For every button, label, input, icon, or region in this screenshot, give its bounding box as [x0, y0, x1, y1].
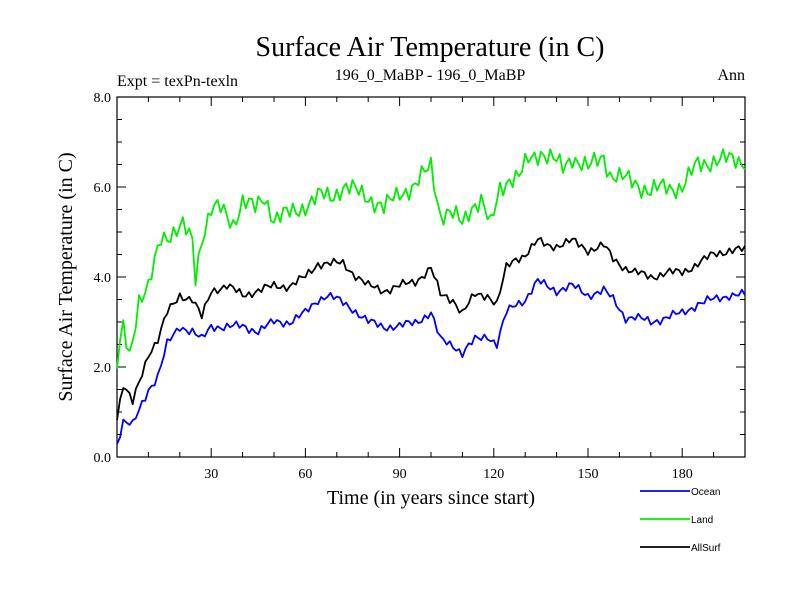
x-tick-label: 60 — [298, 467, 312, 482]
legend: Ocean Land AllSurf — [640, 487, 721, 554]
experiment-label: Expt = texPn-texln — [117, 73, 238, 90]
y-tick-label: 2.0 — [94, 361, 112, 376]
chart-title: Surface Air Temperature (in C) — [256, 32, 605, 63]
x-axis-label: Time (in years since start) — [327, 487, 535, 509]
axis-ticks — [117, 96, 745, 458]
x-tick-label: 120 — [483, 467, 504, 482]
series-layer — [116, 148, 746, 445]
y-tick-label: 8.0 — [94, 91, 112, 106]
series-line-ocean — [116, 278, 746, 445]
x-tick-label: 90 — [393, 467, 407, 482]
x-tick-label: 150 — [578, 467, 599, 482]
x-tick-label: 180 — [672, 467, 693, 482]
y-axis-label: Surface Air Temperature (in C) — [55, 152, 77, 401]
plot-frame — [116, 96, 746, 458]
legend-label-ocean: Ocean — [691, 487, 720, 498]
legend-label-land: Land — [691, 515, 713, 526]
series-line-land — [116, 148, 746, 369]
y-tick-label: 0.0 — [94, 451, 112, 466]
season-label: Ann — [717, 67, 745, 84]
axis-tick-labels: 30 60 90 120 150 180 0.0 2.0 4.0 6.0 8.0 — [94, 91, 693, 482]
period-label: 196_0_MaBP - 196_0_MaBP — [335, 67, 526, 84]
legend-label-allsurf: AllSurf — [691, 543, 721, 554]
y-tick-label: 6.0 — [94, 181, 112, 196]
x-tick-label: 30 — [204, 467, 218, 482]
series-line-allsurf — [116, 236, 746, 421]
y-tick-label: 4.0 — [94, 271, 112, 286]
